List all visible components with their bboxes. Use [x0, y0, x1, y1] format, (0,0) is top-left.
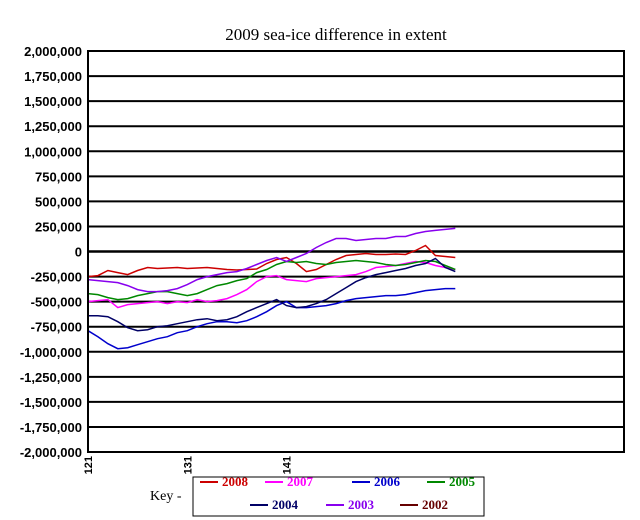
legend-label-2005: 2005	[449, 474, 476, 489]
y-tick-label: -1,000,000	[20, 345, 82, 360]
plot-frame	[87, 50, 625, 453]
y-tick-label: 250,000	[35, 219, 82, 234]
x-tick-label: 121	[83, 456, 95, 474]
y-tick-label: -1,500,000	[20, 395, 82, 410]
legend-label-2007: 2007	[287, 474, 314, 489]
series-2008-line	[87, 244, 456, 278]
y-tick-label: -1,250,000	[20, 370, 82, 385]
series-2004-line	[88, 257, 456, 332]
y-tick-label: -2,000,000	[20, 445, 82, 460]
y-tick-label: -250,000	[31, 270, 82, 285]
x-axis-ticks: 121 131 141	[83, 456, 294, 474]
y-tick-label: 1,000,000	[24, 144, 82, 159]
y-tick-label: 1,500,000	[24, 94, 82, 109]
y-tick-label: 1,750,000	[24, 69, 82, 84]
y-tick-label: 750,000	[35, 169, 82, 184]
y-tick-label: 500,000	[35, 194, 82, 209]
legend-label-2006: 2006	[374, 474, 401, 489]
series-2005-line	[87, 259, 456, 301]
y-tick-label: 1,250,000	[24, 119, 82, 134]
chart-title: 2009 sea-ice difference in extent	[225, 25, 447, 44]
y-tick-label: -750,000	[31, 320, 82, 335]
legend-label-2004: 2004	[272, 497, 299, 512]
y-tick-label: -1,750,000	[20, 420, 82, 435]
y-axis-ticks: 2,000,000 1,750,000 1,500,000 1,250,000 1,00…	[20, 44, 82, 460]
x-tick-label: 141	[282, 456, 294, 474]
y-tick-label: 0	[75, 245, 82, 260]
legend-label-2003: 2003	[348, 497, 375, 512]
legend: 2008 2007 2006 2005 2004 2003 2002	[200, 474, 476, 512]
series-2003-line	[87, 227, 456, 293]
series-lines	[87, 227, 456, 350]
legend-label-2008: 2008	[222, 474, 249, 489]
series-2006-line	[87, 287, 456, 350]
legend-box	[192, 476, 485, 517]
x-tick-label: 131	[182, 456, 194, 474]
grid	[88, 50, 624, 453]
legend-key-label: Key -	[150, 489, 182, 504]
legend-label-2002: 2002	[422, 497, 448, 512]
y-tick-label: 2,000,000	[24, 44, 82, 59]
y-tick-label: -500,000	[31, 295, 82, 310]
